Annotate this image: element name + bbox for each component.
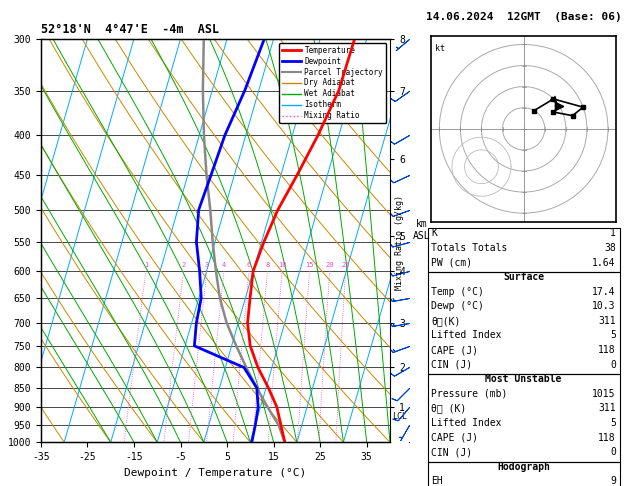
Text: kt: kt	[435, 44, 445, 53]
Text: CIN (J): CIN (J)	[431, 360, 472, 370]
Text: 6: 6	[247, 262, 251, 268]
Text: Surface: Surface	[503, 272, 544, 282]
Text: 1: 1	[144, 262, 148, 268]
Text: Temp (°C): Temp (°C)	[431, 287, 484, 297]
Text: Totals Totals: Totals Totals	[431, 243, 508, 253]
Text: θᴇ (K): θᴇ (K)	[431, 403, 467, 414]
Text: 0: 0	[610, 360, 616, 370]
Text: Dewp (°C): Dewp (°C)	[431, 301, 484, 312]
Text: 1015: 1015	[593, 389, 616, 399]
Text: CAPE (J): CAPE (J)	[431, 345, 479, 355]
Text: PW (cm): PW (cm)	[431, 258, 472, 268]
Text: Mixing Ratio (g/kg): Mixing Ratio (g/kg)	[395, 195, 404, 291]
Text: 118: 118	[598, 345, 616, 355]
Text: Hodograph: Hodograph	[497, 462, 550, 472]
Y-axis label: km
ASL: km ASL	[413, 219, 430, 241]
Text: Most Unstable: Most Unstable	[486, 374, 562, 384]
Text: 15: 15	[305, 262, 314, 268]
Text: 0: 0	[610, 447, 616, 457]
Y-axis label: hPa: hPa	[0, 230, 2, 251]
Text: EH: EH	[431, 476, 443, 486]
Text: 10: 10	[278, 262, 286, 268]
Text: 8: 8	[265, 262, 270, 268]
Text: 17.4: 17.4	[593, 287, 616, 297]
Text: Pressure (mb): Pressure (mb)	[431, 389, 508, 399]
Text: 5: 5	[610, 418, 616, 428]
Text: 52°18'N  4°47'E  -4m  ASL: 52°18'N 4°47'E -4m ASL	[41, 23, 219, 36]
Text: 3: 3	[205, 262, 209, 268]
Text: 10.3: 10.3	[593, 301, 616, 312]
Text: 311: 311	[598, 403, 616, 414]
Text: 25: 25	[342, 262, 350, 268]
Text: 38: 38	[604, 243, 616, 253]
Text: 9: 9	[610, 476, 616, 486]
Text: 311: 311	[598, 316, 616, 326]
Text: 14.06.2024  12GMT  (Base: 06): 14.06.2024 12GMT (Base: 06)	[426, 12, 621, 22]
Text: 118: 118	[598, 433, 616, 443]
Text: LCL: LCL	[392, 412, 407, 421]
X-axis label: Dewpoint / Temperature (°C): Dewpoint / Temperature (°C)	[125, 468, 306, 478]
Text: 2: 2	[181, 262, 186, 268]
Text: CIN (J): CIN (J)	[431, 447, 472, 457]
Text: 20: 20	[325, 262, 334, 268]
Text: Lifted Index: Lifted Index	[431, 418, 502, 428]
Legend: Temperature, Dewpoint, Parcel Trajectory, Dry Adiabat, Wet Adiabat, Isotherm, Mi: Temperature, Dewpoint, Parcel Trajectory…	[279, 43, 386, 123]
Text: 1: 1	[610, 228, 616, 239]
Text: Lifted Index: Lifted Index	[431, 330, 502, 341]
Text: θᴇ(K): θᴇ(K)	[431, 316, 461, 326]
Text: 5: 5	[610, 330, 616, 341]
Text: K: K	[431, 228, 437, 239]
Text: 1.64: 1.64	[593, 258, 616, 268]
Text: 4: 4	[222, 262, 226, 268]
Text: CAPE (J): CAPE (J)	[431, 433, 479, 443]
